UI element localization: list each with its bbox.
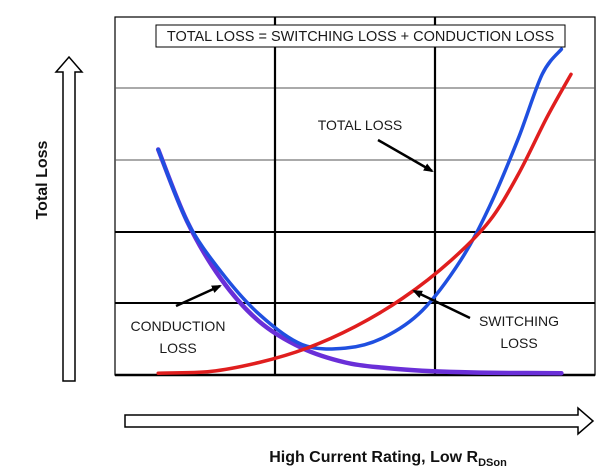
label-switching-loss-line1: SWITCHING xyxy=(479,313,559,329)
arrow-conduction-loss xyxy=(175,284,222,308)
x-axis-arrow xyxy=(124,406,595,436)
arrow-switching-loss xyxy=(412,289,471,320)
switching-loss-curve xyxy=(156,72,573,375)
plot-frame xyxy=(114,16,596,376)
total-loss-curve xyxy=(156,47,564,351)
conduction-loss-curve xyxy=(155,147,564,376)
label-total-loss: TOTAL LOSS xyxy=(318,117,403,133)
y-axis-title: Total Loss xyxy=(34,140,51,219)
label-switching-loss-line2: LOSS xyxy=(500,335,537,351)
x-axis-title: High Current Rating, Low RDSon xyxy=(269,449,507,468)
x-axis-title-subscript: DSon xyxy=(478,457,507,468)
chart-title: TOTAL LOSS = SWITCHING LOSS + CONDUCTION… xyxy=(167,29,554,45)
x-axis-title-main: High Current Rating, Low R xyxy=(269,449,478,466)
label-conduction-loss-line1: CONDUCTION xyxy=(131,318,226,334)
arrow-total-loss xyxy=(377,138,434,173)
title-box xyxy=(155,24,566,48)
y-axis-arrow xyxy=(54,55,84,382)
label-conduction-loss-line2: LOSS xyxy=(159,340,196,356)
